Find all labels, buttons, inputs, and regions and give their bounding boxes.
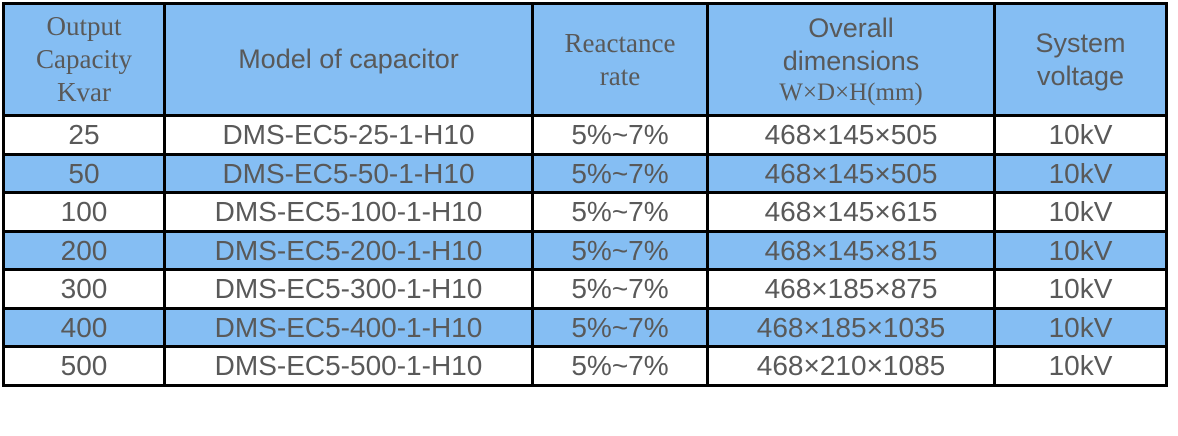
table-header: Output Capacity Kvar Model of capacitor … xyxy=(2,2,1168,117)
column-header-overall-dimensions: Overall dimensions W×D×H(mm) xyxy=(706,2,996,117)
column-header-reactance-rate-label: Reactance rate xyxy=(564,27,676,91)
cell-reactance: 5%~7% xyxy=(531,152,709,194)
table-row: 25 DMS-EC5-25-1-H10 5%~7% 468×145×505 10… xyxy=(2,114,1168,156)
cell-reactance: 5%~7% xyxy=(531,345,709,387)
cell-model: DMS-EC5-100-1-H10 xyxy=(163,191,534,233)
cell-voltage: 10kV xyxy=(993,152,1168,194)
cell-capacity: 400 xyxy=(2,306,166,348)
column-header-dimensions-unit-label: W×D×H(mm) xyxy=(779,79,923,106)
column-header-output-capacity: Output Capacity Kvar xyxy=(2,2,166,117)
cell-reactance: 5%~7% xyxy=(531,114,709,156)
cell-reactance: 5%~7% xyxy=(531,191,709,233)
cell-dimensions: 468×185×1035 xyxy=(706,306,996,348)
table-row: 400 DMS-EC5-400-1-H10 5%~7% 468×185×1035… xyxy=(2,306,1168,348)
table-body: 25 DMS-EC5-25-1-H10 5%~7% 468×145×505 10… xyxy=(2,114,1168,387)
column-header-system-voltage-label: System voltage xyxy=(1035,27,1126,91)
cell-dimensions: 468×185×875 xyxy=(706,268,996,310)
cell-voltage: 10kV xyxy=(993,114,1168,156)
cell-capacity: 50 xyxy=(2,152,166,194)
cell-model: DMS-EC5-25-1-H10 xyxy=(163,114,534,156)
table-row: 200 DMS-EC5-200-1-H10 5%~7% 468×145×815 … xyxy=(2,229,1168,271)
cell-model: DMS-EC5-50-1-H10 xyxy=(163,152,534,194)
capacitor-spec-table: Output Capacity Kvar Model of capacitor … xyxy=(2,2,1168,387)
cell-voltage: 10kV xyxy=(993,306,1168,348)
cell-reactance: 5%~7% xyxy=(531,229,709,271)
table-row: 300 DMS-EC5-300-1-H10 5%~7% 468×185×875 … xyxy=(2,268,1168,310)
cell-model: DMS-EC5-200-1-H10 xyxy=(163,229,534,271)
column-header-model: Model of capacitor xyxy=(163,2,534,117)
cell-model: DMS-EC5-500-1-H10 xyxy=(163,345,534,387)
table-row: 500 DMS-EC5-500-1-H10 5%~7% 468×210×1085… xyxy=(2,345,1168,387)
cell-capacity: 300 xyxy=(2,268,166,310)
cell-dimensions: 468×145×815 xyxy=(706,229,996,271)
cell-voltage: 10kV xyxy=(993,268,1168,310)
cell-capacity: 25 xyxy=(2,114,166,156)
column-header-model-label: Model of capacitor xyxy=(238,44,459,74)
cell-capacity: 200 xyxy=(2,229,166,271)
cell-reactance: 5%~7% xyxy=(531,268,709,310)
cell-capacity: 500 xyxy=(2,345,166,387)
column-header-overall-dimensions-label: Overall dimensions xyxy=(782,13,920,76)
table-row: 50 DMS-EC5-50-1-H10 5%~7% 468×145×505 10… xyxy=(2,152,1168,194)
table-row: 100 DMS-EC5-100-1-H10 5%~7% 468×145×615 … xyxy=(2,191,1168,233)
cell-dimensions: 468×210×1085 xyxy=(706,345,996,387)
cell-dimensions: 468×145×505 xyxy=(706,114,996,156)
cell-dimensions: 468×145×615 xyxy=(706,191,996,233)
column-header-system-voltage: System voltage xyxy=(993,2,1168,117)
cell-dimensions: 468×145×505 xyxy=(706,152,996,194)
column-header-reactance-rate: Reactance rate xyxy=(531,2,709,117)
cell-model: DMS-EC5-400-1-H10 xyxy=(163,306,534,348)
column-header-output-capacity-label: Output Capacity Kvar xyxy=(36,11,132,107)
cell-voltage: 10kV xyxy=(993,345,1168,387)
cell-voltage: 10kV xyxy=(993,191,1168,233)
cell-capacity: 100 xyxy=(2,191,166,233)
header-row: Output Capacity Kvar Model of capacitor … xyxy=(2,2,1168,117)
cell-voltage: 10kV xyxy=(993,229,1168,271)
cell-model: DMS-EC5-300-1-H10 xyxy=(163,268,534,310)
cell-reactance: 5%~7% xyxy=(531,306,709,348)
